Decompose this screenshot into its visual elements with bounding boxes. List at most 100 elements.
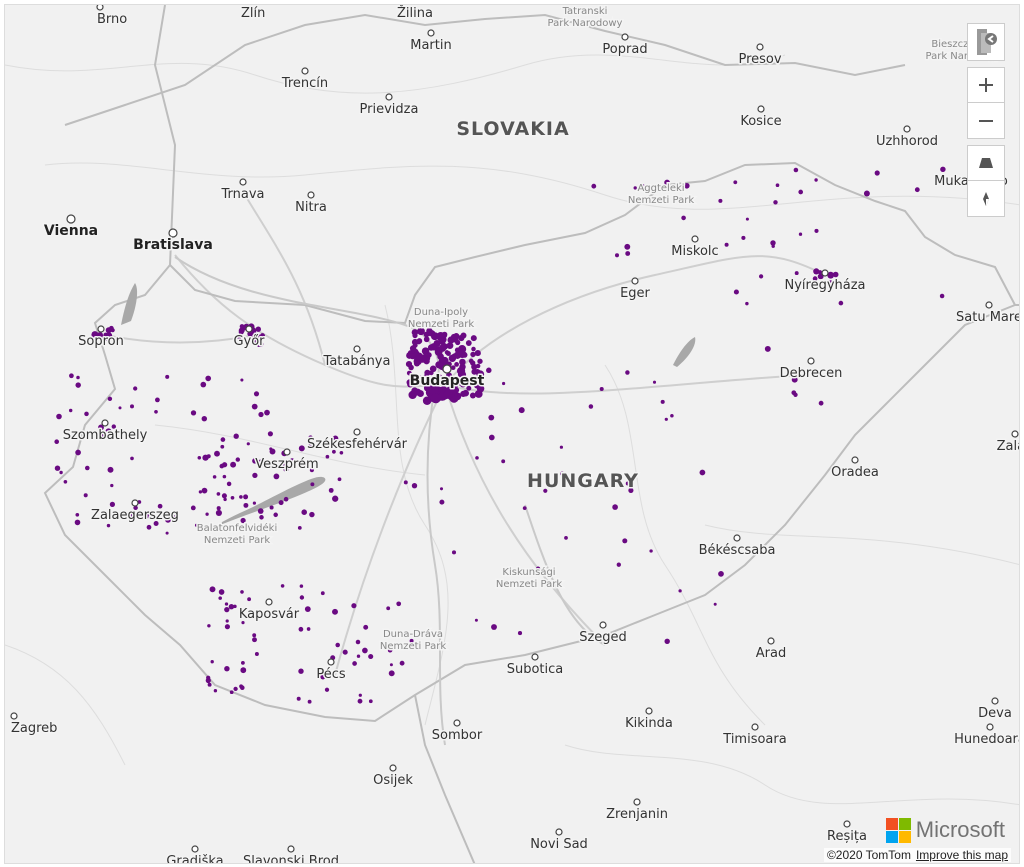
data-point [411, 483, 418, 489]
data-point [798, 189, 804, 195]
data-point [649, 549, 653, 553]
city-marker-szeged [599, 621, 607, 629]
data-point [240, 590, 244, 594]
data-point [429, 365, 437, 373]
data-point [771, 244, 775, 248]
data-point [273, 473, 280, 480]
data-point [399, 660, 405, 666]
data-point [257, 508, 264, 514]
data-point [828, 280, 833, 286]
data-point [417, 390, 424, 398]
data-point [475, 363, 481, 369]
data-point [280, 584, 285, 588]
data-point [818, 400, 824, 406]
data-point [173, 515, 178, 520]
data-point [814, 178, 818, 182]
city-marker-resita [843, 820, 851, 828]
data-point [224, 606, 230, 613]
data-point [243, 494, 249, 500]
data-point [436, 331, 445, 341]
city-marker-presov [756, 43, 764, 51]
data-point [422, 396, 432, 405]
data-point [198, 490, 203, 494]
data-point [320, 591, 325, 596]
data-point [218, 596, 222, 600]
compass-button[interactable] [967, 181, 1005, 217]
data-point [165, 516, 171, 523]
data-point [273, 512, 278, 518]
data-point [243, 502, 249, 508]
improve-map-link[interactable]: Improve this map [915, 848, 1008, 862]
data-point [308, 442, 314, 447]
data-point [107, 396, 113, 402]
data-point [486, 367, 492, 374]
data-point [488, 414, 495, 421]
data-point [733, 180, 738, 185]
data-point [298, 445, 305, 452]
city-label-szeged: Szeged [579, 630, 627, 645]
city-marker-nitra [307, 191, 315, 199]
data-point [278, 500, 284, 506]
data-point [268, 526, 274, 533]
data-point [111, 424, 116, 429]
map-container[interactable]: Tatranski Park Narodowy Bieszczadzki Park N… [4, 4, 1020, 864]
data-point [235, 457, 240, 462]
data-point [718, 198, 723, 203]
data-point [307, 699, 312, 704]
data-point [230, 495, 235, 500]
city-marker-pecs [327, 658, 335, 666]
data-point [818, 270, 823, 275]
data-point [283, 466, 290, 472]
city-label-bekescsaba: Békéscsaba [699, 543, 776, 558]
city-marker-vienna [66, 214, 76, 224]
data-point [362, 647, 368, 654]
data-point [439, 487, 444, 491]
data-point [460, 332, 467, 339]
data-point [233, 604, 237, 609]
data-point [254, 334, 259, 339]
country-borders [43, 5, 1019, 863]
city-marker-osijek [389, 764, 397, 772]
city-label-eger: Eger [620, 286, 650, 301]
data-point [107, 466, 114, 473]
data-point [535, 566, 541, 571]
data-point [466, 385, 472, 391]
city-marker-timisoara [751, 723, 759, 731]
data-point [612, 504, 618, 510]
data-point [405, 360, 413, 368]
data-point [625, 481, 630, 486]
data-point [416, 338, 423, 344]
data-point [827, 271, 835, 279]
data-point [298, 626, 304, 632]
data-point [368, 699, 373, 704]
lake-neusiedl [121, 283, 138, 325]
data-point [328, 487, 334, 493]
city-marker-kosice [757, 105, 765, 113]
city-label-zlin: Zlín [241, 6, 265, 21]
data-point [564, 536, 568, 540]
pitch-button[interactable] [967, 145, 1005, 181]
data-point [153, 521, 159, 526]
data-point [237, 334, 243, 340]
data-point [474, 369, 480, 374]
city-marker-poprad [621, 33, 629, 41]
city-label-brno: Brno [97, 12, 127, 27]
data-point [221, 462, 228, 468]
zoom-out-button[interactable] [967, 103, 1005, 139]
park-label-balatonfelvideki-nemzeti-park: Balatonfelvidéki Nemzeti Park [197, 522, 278, 546]
zoom-in-button[interactable] [967, 67, 1005, 103]
style-picker-button[interactable] [967, 23, 1005, 61]
data-point [652, 380, 657, 384]
city-marker-bratislava [168, 228, 178, 238]
city-marker-prievidza [385, 93, 393, 101]
data-point [699, 469, 706, 476]
data-point [240, 378, 244, 382]
data-point [74, 519, 81, 526]
city-label-bratislava: Bratislava [133, 237, 213, 253]
data-point [337, 477, 342, 482]
city-label-pecs: Pécs [316, 667, 346, 682]
data-point [310, 482, 315, 487]
city-marker-sopron [97, 325, 105, 333]
data-point [240, 685, 245, 690]
